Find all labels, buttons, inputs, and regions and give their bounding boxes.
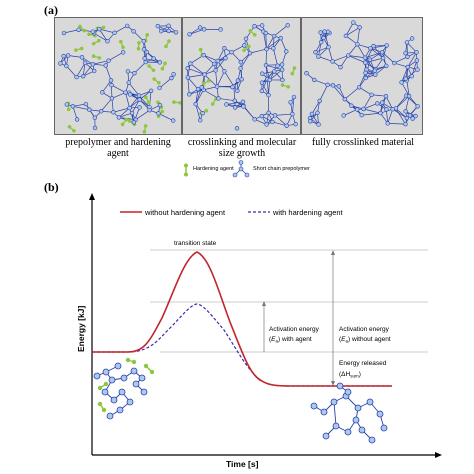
legend-prepolymer-icon	[232, 160, 250, 178]
panel-a-label: (a)	[44, 3, 58, 17]
annotation-released-line1: Energy released	[339, 360, 387, 367]
y-axis-arrow	[89, 193, 95, 200]
arrow-released-head	[331, 381, 335, 386]
caption-fully-crosslinked: fully crosslinked material	[311, 137, 415, 148]
caption-crosslinking: crosslinking and molecular size growth	[182, 137, 302, 159]
arrow-without-agent-head	[331, 250, 335, 255]
annotation-without-agent-line2: (Ea) without agent	[339, 336, 391, 344]
panel-b-label: (b)	[44, 180, 59, 194]
panel-a-box-1	[54, 17, 182, 135]
caption-prepolymer: prepolymer and hardening agent	[54, 137, 182, 159]
transition-state-label: transition state	[174, 240, 217, 247]
caption-crosslinking-line2: size growth	[218, 148, 266, 159]
arrow-with-agent-head	[262, 301, 266, 306]
panel-a-box-2	[182, 17, 301, 135]
caption-prepolymer-line1: prepolymer and hardening	[65, 137, 171, 148]
annotation-without-agent-line1: Activation energy	[339, 326, 390, 333]
x-axis-arrow	[435, 452, 442, 458]
caption-prepolymer-line2: agent	[107, 148, 129, 159]
legend-with-label: with hardening agent	[272, 208, 344, 217]
legend-without-label: without hardening agent	[144, 208, 226, 217]
molecule-after-illustration	[310, 382, 388, 444]
molecule-before-illustration	[93, 357, 155, 420]
legend-hardening-agent-icon	[184, 163, 188, 177]
annotation-released-line2: (ΔHsum)	[339, 371, 361, 379]
curve-without-agent	[92, 251, 392, 387]
y-axis-label: Energy [kJ]	[76, 306, 86, 352]
annotation-with-agent-line1: Activation energy	[269, 326, 320, 333]
annotation-with-agent-line2: (Ea) with agent	[269, 336, 312, 344]
legend-hardening-agent-label: Hardening agent	[193, 166, 234, 172]
x-axis-label: Time [s]	[226, 459, 259, 469]
panel-a-box-3	[301, 17, 423, 135]
legend-prepolymer-label: Short chain prepolymer	[253, 166, 310, 172]
caption-crosslinking-line1: crosslinking and molecular	[187, 137, 297, 148]
